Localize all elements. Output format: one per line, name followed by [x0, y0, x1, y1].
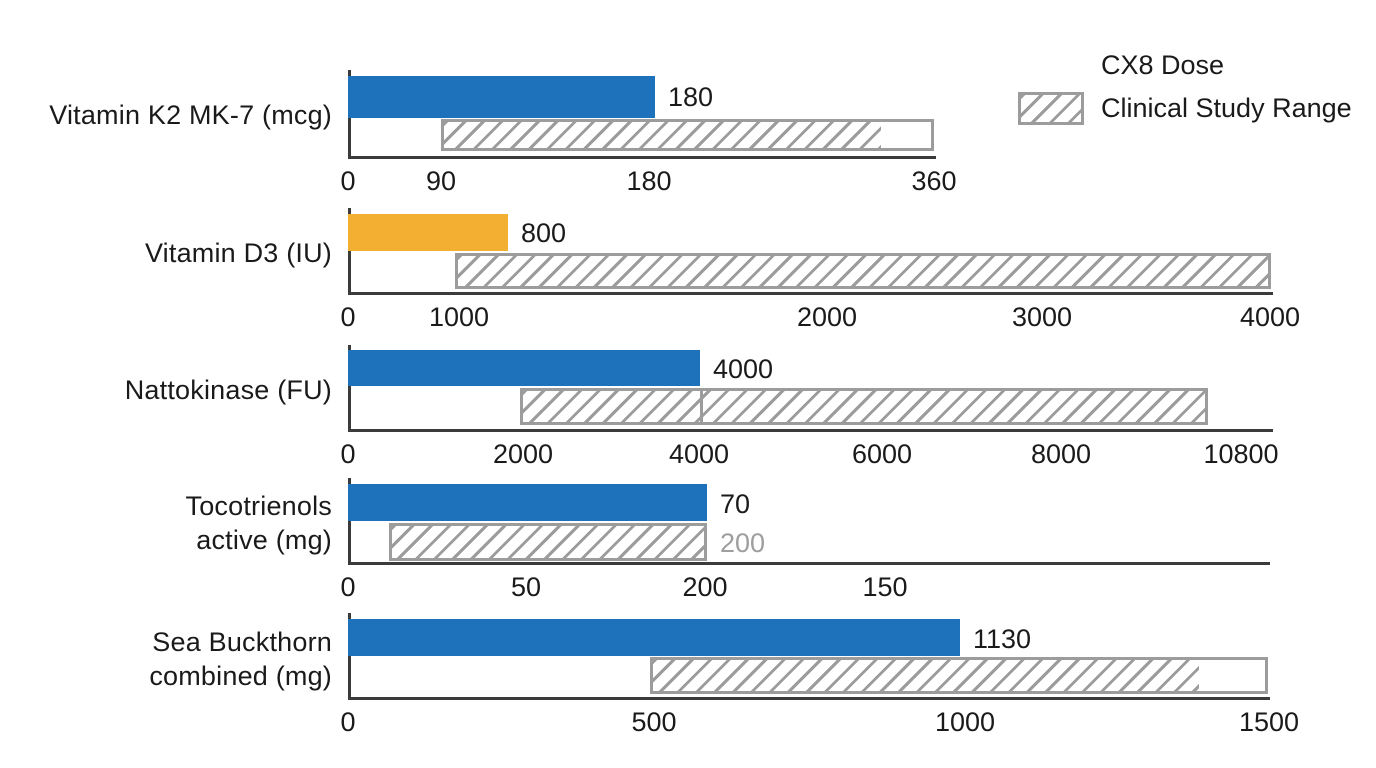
dose-value-label: 1130	[973, 624, 1032, 654]
legend-range-label: Clinical Study Range	[1101, 93, 1352, 123]
axis-tick-label: 180	[626, 166, 672, 196]
axis-tick-label: 1500	[1238, 707, 1300, 737]
dose-value-label: 4000	[713, 354, 774, 384]
axis-tick-label: 0	[340, 707, 356, 737]
category-label: Vitamin D3 (IU)	[16, 236, 332, 270]
axis-tick-label: 500	[631, 707, 677, 737]
y-axis-line	[348, 478, 351, 565]
category-label: Nattokinase (FU)	[16, 373, 332, 407]
axis-tick-label: 90	[425, 166, 457, 196]
axis-tick-label: 10800	[1203, 439, 1279, 469]
hatch-fill	[523, 391, 1205, 422]
category-label: Tocotrienols active (mg)	[16, 489, 332, 557]
dose-value-label: 70	[720, 489, 751, 519]
x-axis-line	[348, 156, 936, 159]
axis-tick-label: 3000	[1011, 302, 1073, 332]
legend-dose-label: CX8 Dose	[1101, 50, 1225, 80]
category-label: Sea Buckthorn combined (mg)	[16, 625, 332, 693]
x-axis-line	[348, 292, 1273, 295]
dose-bar	[348, 619, 960, 656]
axis-tick-label: 1000	[934, 707, 996, 737]
legend-item-range: Clinical Study Range	[1018, 92, 1352, 125]
legend: CX8 Dose Clinical Study Range	[1018, 50, 1352, 136]
category-label-line: Nattokinase (FU)	[124, 375, 332, 405]
dose-value-label: 180	[668, 82, 714, 112]
axis-tick-label: 4000	[1239, 302, 1301, 332]
axis-tick-label: 6000	[851, 439, 913, 469]
y-axis-line	[348, 345, 351, 432]
category-label-line: combined (mg)	[149, 661, 332, 691]
legend-dose-swatch-icon	[1018, 50, 1084, 81]
hatch-fill	[458, 256, 1268, 286]
category-label: Vitamin K2 MK-7 (mcg)	[16, 98, 332, 132]
y-axis-line	[348, 208, 351, 295]
dose-value-label: 800	[521, 218, 567, 248]
x-axis-line	[348, 697, 1270, 700]
study-range-bar	[455, 253, 1271, 289]
category-label-line: Vitamin K2 MK-7 (mcg)	[49, 100, 332, 130]
axis-tick-label: 0	[340, 166, 356, 196]
study-range-bar	[389, 523, 707, 561]
dose-bar	[348, 214, 508, 251]
legend-item-dose: CX8 Dose	[1018, 50, 1352, 81]
y-axis-line	[348, 613, 351, 700]
category-label-line: Vitamin D3 (IU)	[144, 238, 332, 268]
hatch-pattern-icon	[1021, 95, 1081, 122]
axis-tick-label: 50	[510, 572, 542, 602]
axis-tick-label: 150	[862, 572, 908, 602]
axis-tick-label: 1000	[428, 302, 490, 332]
hatch-fill	[653, 660, 1199, 691]
axis-tick-label: 2000	[492, 439, 554, 469]
hatch-fill	[392, 526, 704, 558]
category-label-line: Sea Buckthorn	[152, 627, 332, 657]
axis-tick-label: 2000	[796, 302, 858, 332]
category-label-line: Tocotrienols	[185, 491, 332, 521]
study-range-bar	[650, 657, 1268, 694]
category-label-line: active (mg)	[196, 525, 332, 555]
hatch-fill	[444, 122, 881, 148]
range-value-label: 200	[720, 528, 766, 558]
axis-tick-label: 200	[682, 572, 728, 602]
legend-range-hatch-swatch-icon	[1018, 92, 1084, 125]
dose-bar	[348, 76, 655, 118]
axis-tick-label: 8000	[1030, 439, 1092, 469]
axis-tick-label: 4000	[668, 439, 730, 469]
axis-tick-label: 0	[340, 439, 356, 469]
dose-bar	[348, 484, 707, 521]
study-range-bar	[520, 388, 1208, 425]
x-axis-line	[348, 562, 1270, 565]
study-range-bar	[441, 119, 934, 151]
dose-bar	[348, 350, 700, 386]
axis-tick-label: 0	[340, 302, 356, 332]
range-divider	[700, 391, 703, 422]
axis-tick-label: 360	[911, 166, 957, 196]
x-axis-line	[348, 429, 1273, 432]
axis-tick-label: 0	[340, 572, 356, 602]
